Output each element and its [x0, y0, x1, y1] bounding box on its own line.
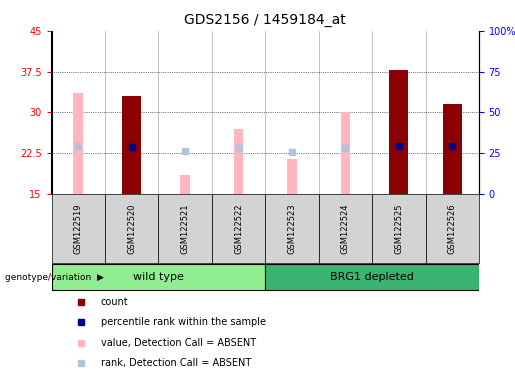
Text: wild type: wild type	[133, 272, 184, 283]
Text: GSM122522: GSM122522	[234, 203, 243, 254]
Text: GSM122520: GSM122520	[127, 203, 136, 254]
Bar	[443, 104, 461, 194]
Bar	[212, 194, 265, 263]
Text: BRG1 depleted: BRG1 depleted	[330, 272, 414, 283]
Bar	[372, 194, 425, 263]
Bar	[234, 129, 243, 194]
Text: GSM122519: GSM122519	[74, 203, 83, 254]
Text: GSM122524: GSM122524	[341, 203, 350, 254]
Bar	[122, 96, 141, 194]
Bar	[265, 194, 319, 263]
Bar	[319, 194, 372, 263]
Bar	[105, 194, 159, 263]
Text: rank, Detection Call = ABSENT: rank, Detection Call = ABSENT	[100, 358, 251, 368]
Bar	[180, 175, 190, 194]
Bar	[265, 265, 479, 290]
Bar	[74, 93, 83, 194]
Bar	[159, 194, 212, 263]
Bar	[389, 70, 408, 194]
Bar	[425, 194, 479, 263]
Bar	[52, 194, 105, 263]
Text: GSM122523: GSM122523	[287, 203, 297, 254]
Text: GSM122526: GSM122526	[448, 203, 457, 254]
Text: value, Detection Call = ABSENT: value, Detection Call = ABSENT	[100, 338, 256, 348]
Text: GSM122521: GSM122521	[181, 203, 190, 254]
Bar	[52, 265, 265, 290]
Bar	[287, 159, 297, 194]
Text: GSM122525: GSM122525	[394, 203, 403, 254]
Text: genotype/variation  ▶: genotype/variation ▶	[5, 273, 104, 282]
Bar	[340, 112, 350, 194]
Text: percentile rank within the sample: percentile rank within the sample	[100, 317, 266, 327]
Title: GDS2156 / 1459184_at: GDS2156 / 1459184_at	[184, 13, 346, 27]
Text: count: count	[100, 297, 128, 307]
